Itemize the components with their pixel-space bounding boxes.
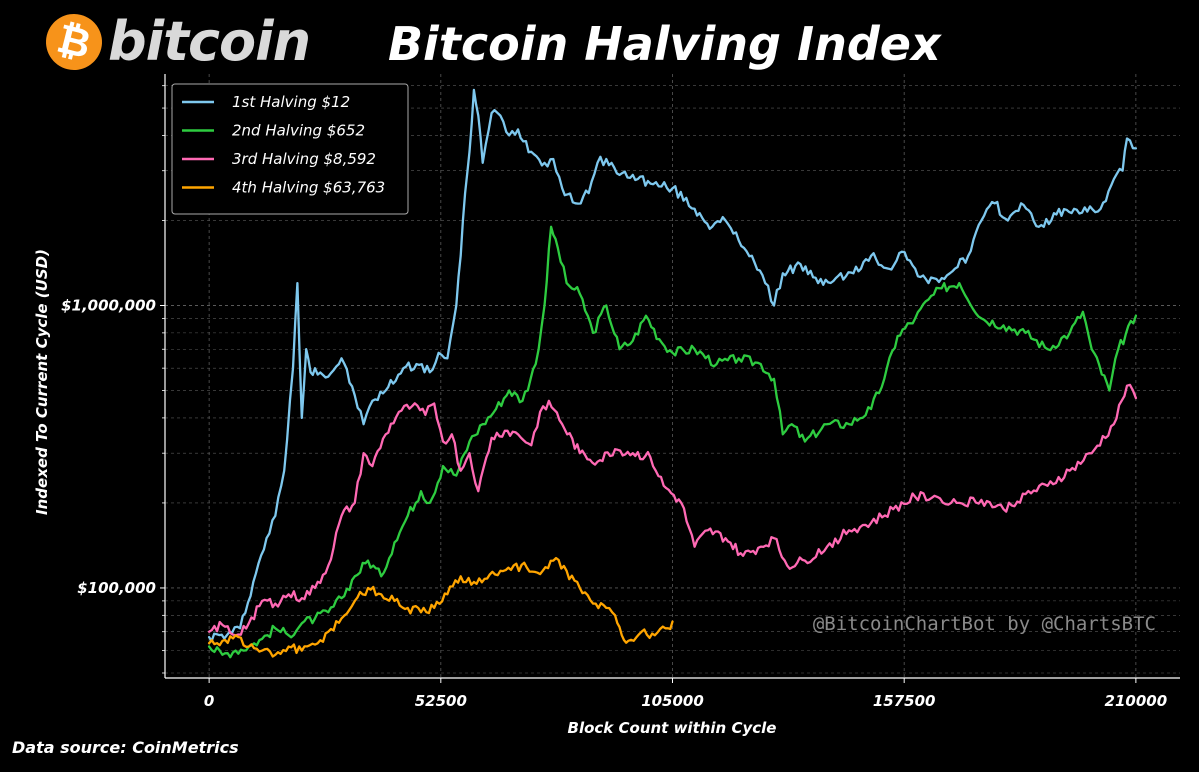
legend-label: 3rd Halving $8,592 <box>232 150 376 168</box>
bitcoin-logo: ₿ bitcoin <box>40 8 311 76</box>
series-line-1 <box>207 88 1138 643</box>
series-line-2 <box>207 225 1138 659</box>
x-tick-label: 0 <box>204 692 214 710</box>
x-tick-label: 105000 <box>641 692 704 710</box>
series-line-3 <box>207 383 1138 637</box>
watermark: @BitcoinChartBot by @ChartsBTC <box>813 613 1156 635</box>
x-tick-label: 52500 <box>415 692 467 710</box>
data-source: Data source: CoinMetrics <box>12 738 239 757</box>
x-axis-label: Block Count within Cycle <box>568 719 777 737</box>
x-tick-label: 157500 <box>873 692 936 710</box>
series-lines <box>207 88 1138 659</box>
y-tick-label: $100,000 <box>77 579 156 597</box>
legend: 1st Halving $12 2nd Halving $652 3rd Halvi… <box>171 83 409 215</box>
legend-label: 2nd Halving $652 <box>232 122 365 140</box>
series-line-4 <box>207 556 674 658</box>
legend-label: 4th Halving $63,763 <box>232 179 385 197</box>
bitcoin-logo-text: bitcoin <box>108 10 311 73</box>
y-axis-label: Indexed To Current Cycle (USD) <box>33 249 51 515</box>
x-tick-label: 210000 <box>1105 692 1168 710</box>
legend-label: 1st Halving $12 <box>232 93 350 111</box>
axes: 0 52500 105000 157500 210000 $100,000 $1,000,0… <box>61 74 1180 710</box>
page-title: Bitcoin Halving Index <box>388 17 941 71</box>
legend-box <box>171 83 409 215</box>
y-tick-label: $1,000,000 <box>61 296 156 314</box>
